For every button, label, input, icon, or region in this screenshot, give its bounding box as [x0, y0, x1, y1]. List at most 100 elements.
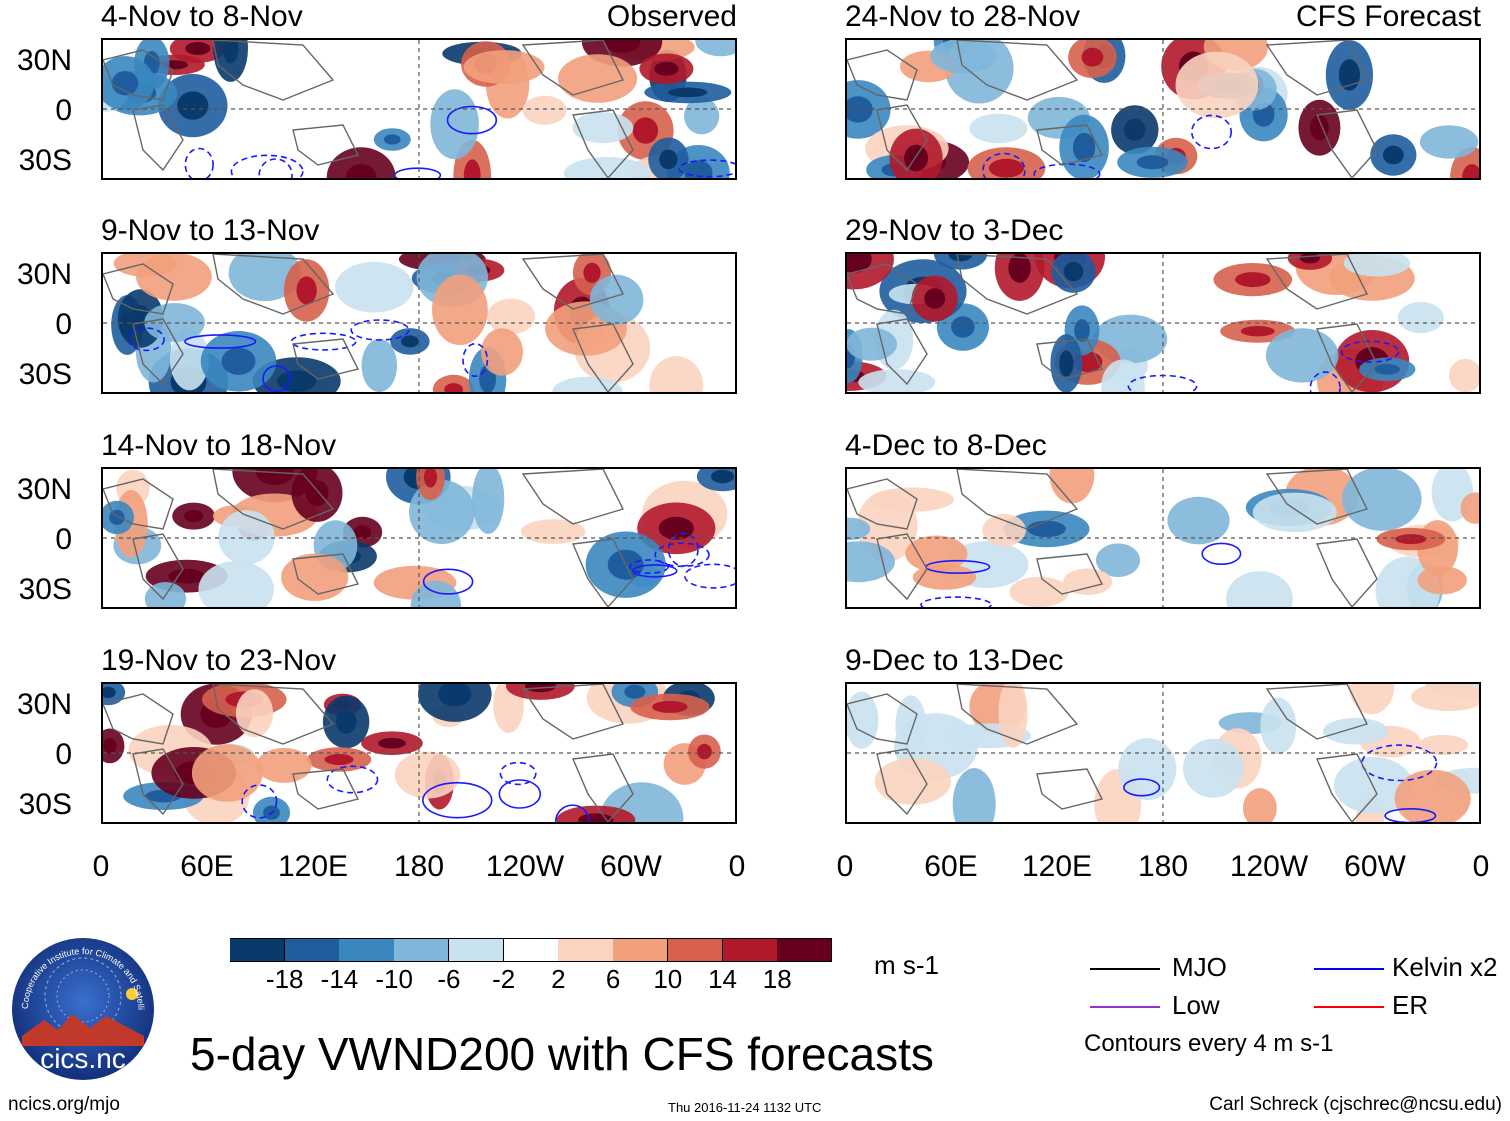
anomaly-blob: [563, 157, 651, 178]
anomaly-blob: [1009, 576, 1069, 607]
anomaly-blob: [1095, 543, 1141, 577]
legend-line: [1314, 1006, 1384, 1008]
coastline: [1036, 553, 1104, 595]
anomaly-blob: [1049, 469, 1095, 504]
lon-tick-label: 120E: [277, 850, 349, 883]
kelvin-contour: [920, 596, 992, 607]
anomaly-core: [324, 754, 354, 765]
coastline: [1265, 40, 1368, 96]
colorbar-tick-label: -10: [375, 964, 413, 994]
anomaly-blob: [589, 274, 644, 325]
anomaly-core: [658, 516, 694, 540]
anomaly-blob: [930, 40, 997, 74]
anomaly-field: [847, 469, 1479, 607]
anomaly-core: [103, 686, 116, 699]
anomaly-field: [103, 40, 735, 178]
lat-tick-label: 30N: [16, 44, 72, 77]
colorbar-swatch: [613, 938, 669, 962]
anomaly-blob: [1260, 697, 1297, 755]
anomaly-blob: [684, 97, 720, 135]
coastline: [103, 478, 174, 530]
anomaly-core: [847, 96, 873, 123]
anomaly-core: [424, 469, 437, 488]
colorbar-swatch: [448, 938, 505, 962]
colorbar-swatch: [503, 938, 559, 962]
coastline: [1315, 538, 1378, 607]
anomaly-blob: [1343, 254, 1411, 277]
anomaly-core: [632, 117, 659, 144]
anomaly-core: [1462, 164, 1479, 178]
anomaly-blob: [847, 517, 871, 541]
anomaly-blob: [169, 328, 209, 391]
kelvin-contour: [498, 779, 542, 809]
anomaly-core: [847, 254, 872, 273]
lon-tick-label: 120W: [1229, 850, 1309, 883]
kelvin-contour: [422, 781, 493, 819]
colorbar-tick-label: 6: [605, 964, 621, 994]
coastline: [1036, 338, 1104, 380]
anomaly-blob: [905, 535, 968, 572]
anomaly-blob: [1449, 358, 1479, 392]
anomaly-blob: [410, 580, 462, 607]
kelvin-contour: [184, 334, 257, 349]
anomaly-core: [684, 160, 713, 178]
lon-tick-label: 0: [1472, 850, 1490, 883]
anomaly-blob: [1175, 51, 1259, 119]
anomaly-blob: [1411, 684, 1479, 712]
anomaly-blob: [1101, 359, 1145, 392]
colorbar-swatch: [777, 938, 833, 962]
coastline: [212, 40, 335, 101]
anomaly-blob: [281, 553, 349, 601]
anomaly-core: [583, 262, 601, 283]
anomaly-blob: [1063, 568, 1113, 595]
colorbar-swatch: [722, 938, 778, 962]
panel-title: 14-Nov to 18-Nov: [101, 429, 337, 462]
coastline: [876, 104, 928, 172]
lon-tick-label: 180: [393, 850, 445, 883]
footer-timestamp: Thu 2016-11-24 1132 UTC: [668, 1100, 822, 1115]
coastline: [571, 538, 634, 607]
lat-tick-label: 30N: [16, 473, 72, 506]
kelvin-contour: [326, 765, 379, 794]
anomaly-blob: [869, 487, 954, 512]
anomaly-field: [847, 684, 1479, 822]
cics-logo: Cooperative Institute for Climate and Sa…: [7, 928, 156, 1082]
map-panel: [101, 682, 737, 824]
kelvin-contour: [678, 159, 735, 178]
anomaly-blob: [522, 95, 567, 125]
coastline: [521, 684, 624, 740]
anomaly-core: [1081, 47, 1104, 67]
anomaly-core: [401, 335, 419, 348]
anomaly-core: [335, 710, 357, 734]
kelvin-contour: [350, 319, 410, 341]
lat-tick-label: 0: [55, 308, 72, 341]
colorbar-tick-label: 18: [762, 964, 792, 994]
anomaly-blob: [1252, 492, 1337, 533]
anomaly-core: [1240, 326, 1275, 337]
colorbar-tick-label: -18: [265, 964, 304, 994]
anomaly-core: [296, 276, 317, 305]
coastline: [521, 469, 624, 525]
anomaly-blob: [472, 469, 505, 534]
anomaly-blob: [1167, 496, 1230, 545]
anomaly-blob: [235, 689, 274, 738]
legend-note: Contours every 4 m s-1: [1084, 1030, 1334, 1057]
panel-title: 9-Nov to 13-Nov: [101, 214, 320, 247]
anomaly-blob: [572, 112, 634, 144]
anomaly-core: [177, 91, 209, 120]
anomaly-field: [847, 254, 1479, 392]
anomaly-core: [951, 316, 975, 338]
anomaly-blob: [952, 768, 996, 822]
lat-tick-label: 0: [55, 94, 72, 127]
anomaly-blob: [1417, 566, 1467, 595]
legend-line: [1090, 968, 1160, 970]
anomaly-blob: [1243, 788, 1277, 822]
anomaly-blob: [361, 338, 398, 392]
coastline: [847, 263, 918, 315]
legend-label: ER: [1392, 990, 1429, 1020]
anomaly-core: [578, 813, 614, 822]
anomaly-blob: [335, 261, 414, 313]
coastline: [212, 254, 335, 315]
anomaly-core: [1063, 262, 1084, 282]
anomaly-core: [378, 737, 406, 749]
